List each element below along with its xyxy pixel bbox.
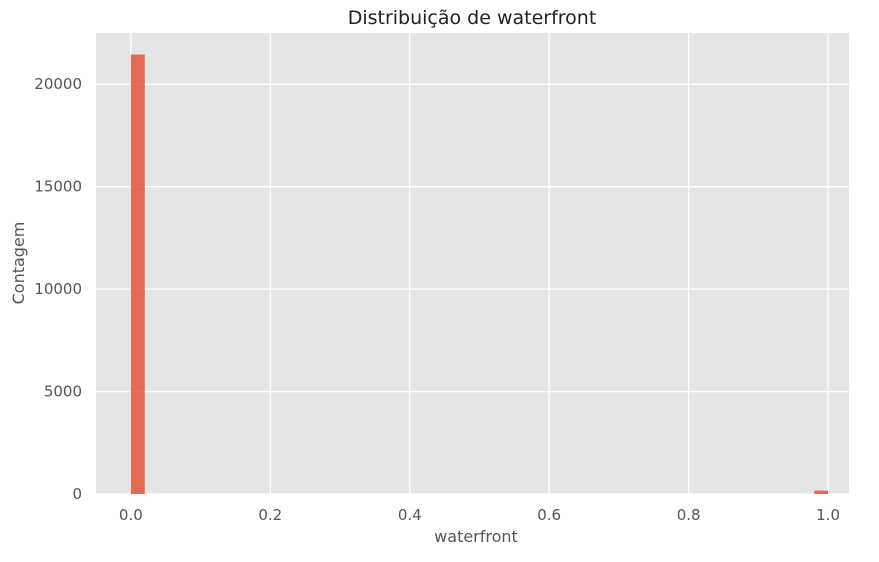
x-tick-label: 0.4 <box>398 506 422 524</box>
y-tick-label: 20000 <box>34 75 82 93</box>
plot-area <box>96 33 849 494</box>
y-tick-label: 5000 <box>44 383 82 401</box>
x-tick-label: 0.2 <box>258 506 282 524</box>
x-tick-label: 0.0 <box>119 506 143 524</box>
x-tick-label: 0.8 <box>677 506 701 524</box>
y-tick-label: 15000 <box>34 178 82 196</box>
histogram-bar <box>814 490 829 494</box>
bars <box>130 54 829 494</box>
y-tick-label: 10000 <box>34 280 82 298</box>
x-tick-label: 1.0 <box>816 506 840 524</box>
x-axis-ticks: 0.0 0.2 0.4 0.6 0.8 1.0 <box>119 506 840 524</box>
y-tick-label: 0 <box>72 485 82 503</box>
x-tick-label: 0.6 <box>537 506 561 524</box>
y-axis-ticks: 0 5000 10000 15000 20000 <box>34 75 82 503</box>
chart-title: Distribuição de waterfront <box>348 7 597 29</box>
grid <box>96 33 849 495</box>
x-axis-label: waterfront <box>434 527 518 546</box>
y-axis-label: Contagem <box>9 222 28 305</box>
histogram-bar <box>130 54 145 494</box>
